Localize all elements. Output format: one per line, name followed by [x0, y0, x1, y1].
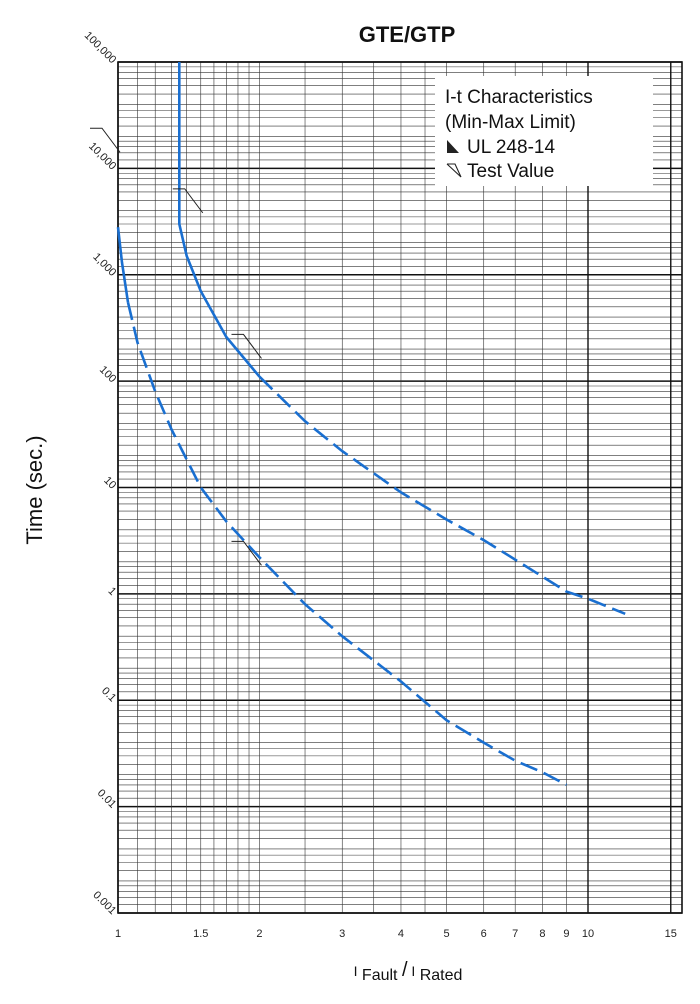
legend-test-marker-icon: [446, 163, 462, 178]
x-tick-labels: 1 1.5 2 3 4 5 6 7 8 9 10 15: [115, 928, 677, 940]
legend-line: (Min-Max Limit): [445, 112, 576, 133]
x-tick-label: 10: [582, 928, 594, 940]
x-axis-label-text: I Fault / I Rated: [354, 959, 463, 984]
test-value-marker-2: [231, 333, 262, 359]
x-tick-label: 2: [256, 928, 262, 940]
x-tick-label: 1.5: [193, 928, 208, 940]
x-tick-label: 6: [481, 928, 487, 940]
x-tick-label: 15: [665, 928, 677, 940]
legend-line: I-t Characteristics: [445, 87, 593, 108]
x-tick-label: 9: [563, 928, 569, 940]
y-tick-label: 1: [106, 585, 119, 598]
y-tick-label: 10: [101, 474, 118, 491]
x-tick-label: 5: [443, 928, 449, 940]
plot-frame: [117, 61, 683, 914]
series-0-solid-line: [178, 62, 261, 378]
y-tick-label: 0.001: [90, 889, 118, 917]
test-value-marker-1: [172, 188, 204, 214]
grid: [117, 61, 683, 914]
series-0-dashed-line: [258, 375, 626, 616]
y-tick-label: 100,000: [82, 30, 119, 67]
x-axis-label-part: I: [354, 963, 358, 979]
chart-title: GTE/GTP: [359, 22, 456, 47]
test-value-marker-0: [90, 127, 121, 153]
x-tick-label: 4: [398, 928, 404, 940]
x-axis-label-part: I: [408, 963, 416, 979]
x-axis-label: I Fault / I Rated: [354, 959, 463, 984]
series-group: [116, 62, 626, 787]
x-axis-label-part: Fault: [357, 967, 401, 984]
test-markers: [90, 127, 262, 566]
legend-item-label: UL 248-14: [467, 137, 555, 158]
y-tick-label: 100: [97, 364, 118, 385]
x-tick-label: 7: [512, 928, 518, 940]
y-tick-labels: 100,000 10,000 1,000 100 10 1 0.1 0.01 0.001: [82, 30, 119, 918]
x-tick-label: 3: [339, 928, 345, 940]
y-axis-label: Time (sec.): [22, 435, 47, 544]
y-tick-label: 10,000: [86, 140, 118, 172]
legend: I-t Characteristics (Min-Max Limit) UL 248…: [435, 76, 653, 186]
x-axis-label-part: Rated: [415, 967, 462, 984]
y-tick-label: 0.1: [99, 685, 118, 704]
legend-background: [435, 76, 653, 186]
legend-ul-marker-icon: [447, 140, 459, 153]
x-tick-label: 1: [115, 928, 121, 940]
series-1-solid-line: [116, 227, 130, 303]
x-tick-label: 8: [539, 928, 545, 940]
y-tick-label: 1,000: [90, 251, 118, 279]
legend-item-label: Test Value: [467, 161, 554, 182]
test-value-marker-3: [231, 540, 262, 566]
x-axis-label-part: /: [402, 959, 408, 981]
y-tick-label: 0.01: [95, 787, 119, 811]
series-1-dashed-line: [126, 302, 568, 787]
